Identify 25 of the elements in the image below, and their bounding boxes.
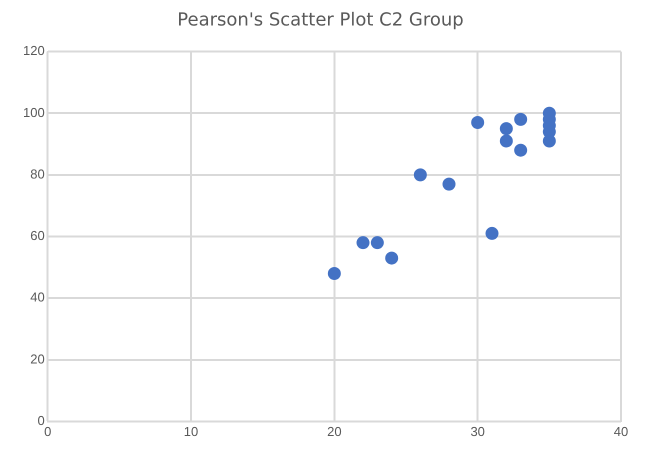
point [514, 144, 528, 157]
x-tick-label: 40 [614, 424, 628, 439]
point [500, 134, 513, 148]
y-tick-label: 60 [30, 228, 45, 244]
x-tick-label: 20 [327, 424, 342, 439]
point [356, 236, 370, 250]
point [370, 236, 384, 250]
point [385, 252, 398, 265]
x-tick-label: 10 [184, 424, 198, 439]
point [442, 178, 456, 191]
point [486, 226, 499, 240]
point [471, 116, 484, 129]
y-tick-label: 80 [30, 166, 45, 182]
point [500, 122, 513, 136]
point [542, 134, 556, 148]
x-tick-label: 30 [470, 424, 485, 439]
y-tick-label: 40 [30, 290, 45, 305]
y-tick-label: 20 [30, 351, 45, 366]
point [514, 112, 528, 126]
y-tick-label: 100 [22, 104, 45, 120]
point [328, 266, 341, 280]
y-tick-label: 120 [22, 43, 45, 58]
point [414, 168, 427, 182]
y-tick-label: 0 [37, 412, 45, 428]
chart-title: Pearson's Scatter Plot C2 Group [177, 9, 464, 30]
